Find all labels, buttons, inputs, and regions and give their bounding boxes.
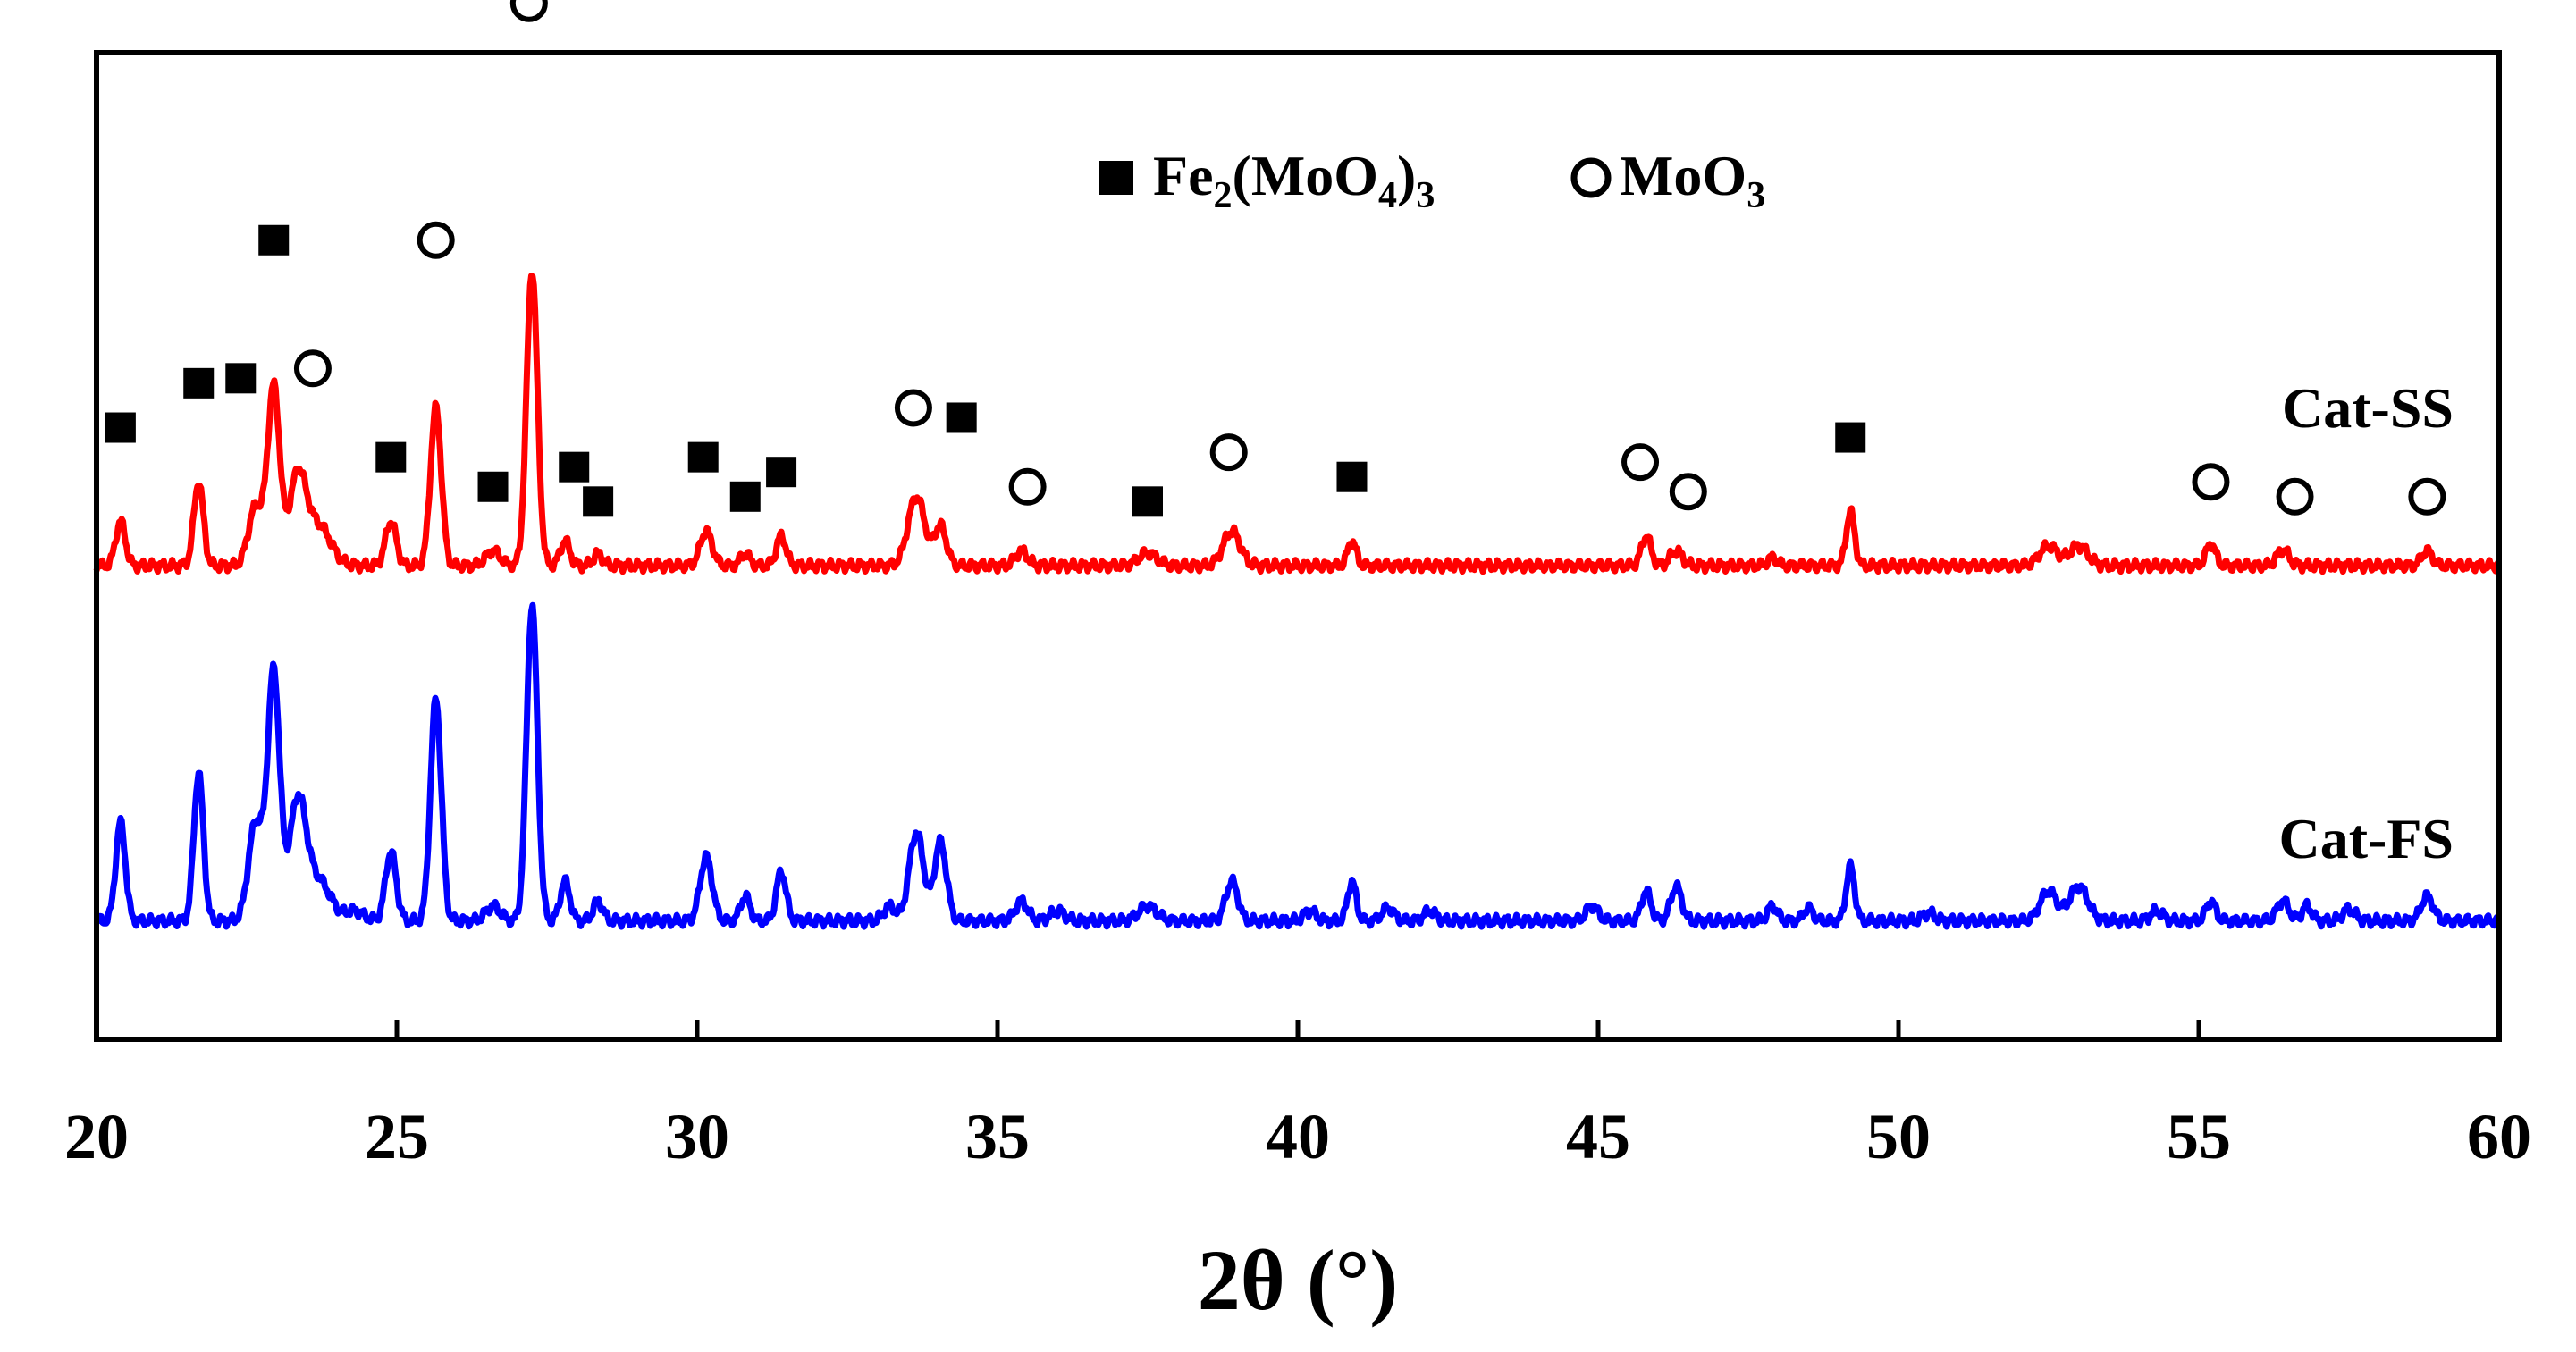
- fe2moo43-peak-marker: [375, 441, 407, 473]
- fe2moo43-peak-marker: [1132, 486, 1163, 517]
- legend-square-marker: [1099, 161, 1133, 195]
- moo3-peak-marker: [1621, 443, 1660, 482]
- fe2moo43-peak-marker: [183, 367, 215, 399]
- legend-label-moo3: MoO3​: [1620, 144, 1765, 216]
- x-tick-label: 40: [1266, 1101, 1330, 1172]
- moo3-peak-marker: [894, 389, 932, 427]
- moo3-peak-marker: [509, 0, 548, 22]
- x-tick-label: 55: [2167, 1101, 2231, 1172]
- fe2moo43-peak-marker: [559, 451, 590, 483]
- moo3-peak-marker: [2192, 463, 2230, 501]
- moo3-peak-marker: [2408, 477, 2446, 516]
- x-tick-label: 30: [665, 1101, 729, 1172]
- series-line-cat-fs: [94, 601, 2502, 930]
- fe2moo43-peak-marker: [766, 457, 797, 488]
- x-tick-label: 25: [365, 1101, 429, 1172]
- legend-label-fe2moo43: Fe2​(MoO4​)3​: [1153, 144, 1435, 216]
- fe2moo43-peak-marker: [258, 224, 290, 256]
- moo3-peak-marker: [1669, 473, 1707, 511]
- moo3-peak-marker: [417, 221, 455, 259]
- phase-marker-layer: [105, 0, 2446, 517]
- fe2moo43-peak-marker: [1336, 461, 1368, 492]
- fe2moo43-peak-marker: [477, 471, 509, 502]
- moo3-peak-marker: [1008, 467, 1047, 506]
- series-layer: [93, 273, 2503, 930]
- moo3-peak-marker: [2276, 477, 2314, 516]
- fe2moo43-peak-marker: [729, 481, 761, 512]
- fe2moo43-peak-marker: [225, 363, 257, 394]
- fe2moo43-peak-marker: [687, 441, 719, 473]
- x-tick-label: 50: [1866, 1101, 1931, 1172]
- legend-circle-marker: [1570, 157, 1612, 198]
- legend: Fe2​(MoO4​)3​ MoO3​: [1099, 144, 1765, 216]
- series-line-cat-ss: [93, 273, 2503, 575]
- series-label-cat-ss: Cat-SS: [2282, 376, 2454, 440]
- fe2moo43-peak-marker: [583, 486, 614, 517]
- series-label-cat-fs: Cat-FS: [2278, 807, 2454, 870]
- x-axis-label: 2θ (°): [1198, 1232, 1398, 1328]
- x-tick-label: 45: [1566, 1101, 1630, 1172]
- moo3-peak-marker: [293, 349, 332, 388]
- fe2moo43-peak-marker: [105, 412, 136, 443]
- moo3-peak-marker: [1209, 433, 1248, 472]
- x-tick-label: 35: [965, 1101, 1030, 1172]
- x-tick-label: 20: [64, 1101, 129, 1172]
- x-tick-label: 60: [2467, 1101, 2531, 1172]
- x-axis-ticks: 20 25 30 35 40 45 50 55 60: [64, 1020, 2531, 1172]
- fe2moo43-peak-marker: [946, 402, 977, 433]
- fe2moo43-peak-marker: [1835, 422, 1866, 453]
